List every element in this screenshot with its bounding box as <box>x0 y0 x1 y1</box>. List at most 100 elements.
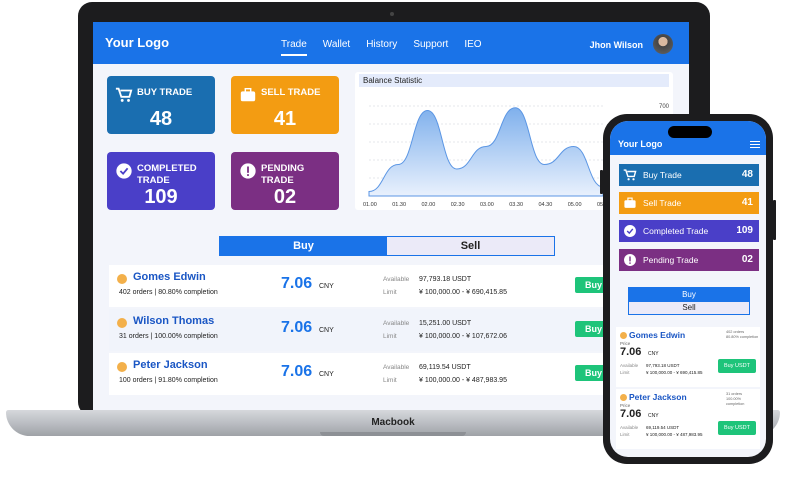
trader-price: 7.06 <box>620 408 642 420</box>
trader-price: 7.06 <box>281 363 313 380</box>
top-nav: Your Logo Trade Wallet History Support I… <box>93 22 689 64</box>
avatar[interactable] <box>653 34 673 54</box>
available-value: 97,793.18 USDT <box>419 276 472 283</box>
buy-sell-toggle: Buy Sell <box>219 236 555 256</box>
phone-volume-button <box>600 170 603 194</box>
trader-completion: 80.80% completion <box>726 335 759 339</box>
nav-trade[interactable]: Trade <box>281 39 307 56</box>
available-value: 15,251.00 USDT <box>419 320 472 327</box>
available-value: 69,119.54 USDT <box>419 364 471 371</box>
trader-name[interactable]: Gomes Edwin <box>133 271 206 283</box>
chart-x-ticks: 01.00 01.30 02.00 02.30 03.00 03.30 04.30 05.00… <box>363 202 611 208</box>
trader-orders: 31 orders <box>119 333 149 340</box>
price-label: Price <box>620 403 631 408</box>
mobile-card-buy-trade[interactable]: Buy Trade 48 <box>619 164 759 186</box>
nav-history[interactable]: History <box>366 39 398 50</box>
buy-usdt-button[interactable]: Buy USDT <box>718 359 756 373</box>
nav-support[interactable]: Support <box>413 39 449 50</box>
limit-value: ¥ 100,000.00 - ¥ 487,983.95 <box>419 377 507 384</box>
chart-x-tick-label: 02.00 <box>422 202 436 208</box>
trader-meta: 402 orders | 80.80% completion <box>119 289 218 296</box>
available-value: 69,119.54 USDT <box>646 425 680 430</box>
trader-row: Peter Jackson 100 orders | 91.80% comple… <box>109 353 689 395</box>
buy-usdt-button[interactable]: Buy USDT <box>718 421 756 435</box>
limit-label: Limit <box>383 333 397 340</box>
trader-orders: 402 orders <box>119 289 153 296</box>
trader-orders: 100 orders <box>119 377 153 384</box>
card-label: BUY TRADE <box>137 87 193 98</box>
trader-name[interactable]: Wilson Thomas <box>133 315 215 327</box>
card-value: 41 <box>273 108 297 130</box>
currency-label: CNY <box>319 283 334 290</box>
limit-value: ¥ 100,000.00 - ¥ 690,415.85 <box>419 289 507 296</box>
available-label: Available <box>620 425 639 430</box>
trader-price: 7.06 <box>620 346 642 358</box>
trader-meta: 31 orders | 100.00% completion <box>119 333 218 340</box>
card-pending-trade[interactable]: PENDING TRADE 02 <box>231 152 339 210</box>
card-value: 02 <box>273 186 297 208</box>
currency-label: CNY <box>648 413 659 419</box>
trader-name[interactable]: Gomes Edwin <box>629 330 686 340</box>
trader-name[interactable]: Peter Jackson <box>133 359 208 371</box>
chart-x-tick-label: 04.30 <box>539 202 553 208</box>
limit-value: ¥ 100,000.00 - ¥ 107,672.06 <box>419 333 507 340</box>
limit-label: Limit <box>383 289 397 296</box>
available-label: Available <box>383 276 410 283</box>
cart-icon <box>623 169 637 181</box>
logo[interactable]: Your Logo <box>105 35 170 50</box>
card-label: SELL TRADE <box>261 87 321 98</box>
chart-x-tick-label: 01.00 <box>363 202 377 208</box>
trader-avatar <box>117 274 127 284</box>
mobile-logo[interactable]: Your Logo <box>618 139 663 149</box>
mobile-tab-sell[interactable]: Sell <box>628 301 750 315</box>
limit-value: ¥ 100,000.00 - ¥ 690,415.85 <box>646 370 703 375</box>
desktop-screen: Your Logo Trade Wallet History Support I… <box>93 22 689 410</box>
mobile-card-value: 109 <box>736 225 753 236</box>
laptop-notch <box>320 432 466 436</box>
mobile-card-label: Buy Trade <box>643 170 682 180</box>
card-label: PENDING TRADE <box>261 163 305 186</box>
available-value: 97,793.18 USDT <box>646 363 680 368</box>
chart-x-tick-label: 03.30 <box>509 202 523 208</box>
chart-x-tick-label: 01.30 <box>392 202 406 208</box>
card-sell-trade[interactable]: SELL TRADE 41 <box>231 76 339 134</box>
trader-stats: 402 orders 80.80% completion <box>726 330 758 340</box>
laptop-brand-label: Macbook <box>371 417 415 428</box>
phone-power-button <box>773 200 776 240</box>
chart-x-tick-label: 05.00 <box>568 202 582 208</box>
chart-title: Balance Statistic <box>359 74 669 87</box>
mobile-card-pending-trade[interactable]: Pending Trade 02 <box>619 249 759 271</box>
limit-label: Limit <box>620 370 630 375</box>
card-completed-trade[interactable]: COMPLETED TRADE 109 <box>107 152 215 210</box>
nav-wallet[interactable]: Wallet <box>322 39 351 50</box>
main-menu: Trade Wallet History Support IEO <box>281 39 482 56</box>
nav-ieo[interactable]: IEO <box>464 39 482 50</box>
briefcase-icon <box>624 197 636 208</box>
mobile-trader-row: Peter Jackson 31 orders 100.00% completio… <box>616 389 760 449</box>
mobile-card-completed-trade[interactable]: Completed Trade 109 <box>619 220 759 242</box>
trader-name[interactable]: Peter Jackson <box>629 392 687 402</box>
price-label: Price <box>620 341 631 346</box>
tab-buy[interactable]: Buy <box>220 237 387 255</box>
trader-completion: 91.80% completion <box>158 377 218 384</box>
mobile-tab-buy[interactable]: Buy <box>628 287 750 301</box>
hamburger-menu-icon[interactable] <box>750 141 760 148</box>
available-label: Available <box>383 320 410 327</box>
cart-icon <box>115 87 133 102</box>
card-value: 48 <box>149 108 173 130</box>
limit-label: Limit <box>383 377 397 384</box>
available-label: Available <box>620 363 639 368</box>
trader-stats: 31 orders 100.00% completion <box>726 392 760 407</box>
mobile-screen: Your Logo Buy Trade 48 Sell Trade 41 Com… <box>610 121 766 457</box>
mobile-card-sell-trade[interactable]: Sell Trade 41 <box>619 192 759 214</box>
tab-sell[interactable]: Sell <box>387 237 554 255</box>
check-badge-icon <box>624 225 636 237</box>
available-label: Available <box>383 364 410 371</box>
card-buy-trade[interactable]: BUY TRADE 48 <box>107 76 215 134</box>
trader-row: Wilson Thomas 31 orders | 100.00% comple… <box>109 309 689 351</box>
user-name[interactable]: Jhon Wilson <box>589 40 643 50</box>
chart-x-tick-label: 02.30 <box>451 202 465 208</box>
mobile-card-value: 48 <box>741 169 753 180</box>
trader-avatar <box>117 362 127 372</box>
